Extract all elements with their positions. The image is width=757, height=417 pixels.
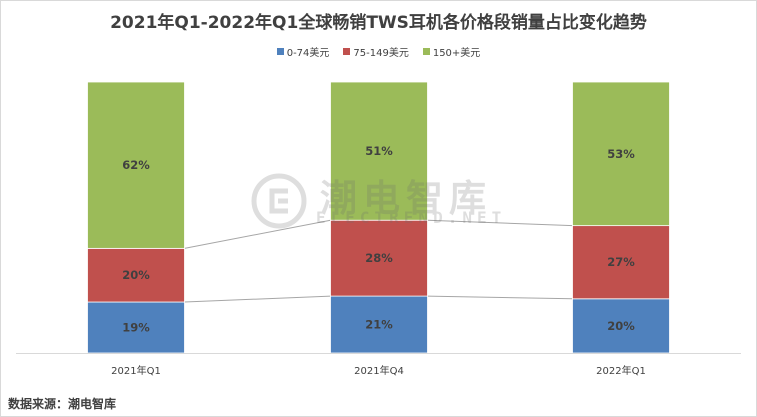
connector-line-0-0 [184, 295, 331, 303]
legend-item-2: 150+美元 [422, 44, 481, 59]
series-connector-lines [184, 219, 573, 303]
bar-1-1 [330, 219, 428, 297]
chart-title: 2021年Q1-2022年Q1全球畅销TWS耳机各价格段销量占比变化趋势 [110, 13, 647, 33]
x-tick-label-2: 2022年Q1 [596, 364, 646, 377]
bar-label-1-0: 21% [365, 318, 393, 332]
bar-2-2 [572, 81, 670, 227]
connector-line-1-1 [427, 219, 573, 227]
bar-2-1 [572, 225, 670, 300]
bar-label-2-1: 27% [607, 255, 635, 269]
bar-label-0-2: 62% [122, 158, 150, 172]
bar-label-1-2: 51% [365, 144, 393, 158]
connector-line-0-1 [184, 219, 331, 249]
legend-label-0: 0-74美元 [286, 48, 330, 59]
source-note: 数据来源：潮电智库 [8, 397, 117, 411]
bar-label-0-1: 20% [122, 268, 150, 282]
bar-label-2-0: 20% [607, 319, 635, 333]
connector-line-1-0 [427, 295, 573, 300]
legend-swatch-2 [422, 48, 430, 55]
legend-label-2: 150+美元 [432, 48, 481, 59]
legend-item-0: 0-74美元 [276, 44, 330, 59]
bar-label-1-1: 28% [365, 251, 393, 265]
legend-swatch-0 [276, 48, 284, 55]
x-tick-label-0: 2021年Q1 [111, 364, 161, 377]
legend-item-1: 75-149美元 [343, 44, 409, 59]
bar-label-0-0: 19% [122, 321, 150, 335]
legend: 0-74美元 75-149美元 150+美元 [0, 44, 757, 59]
bar-0-0 [87, 301, 185, 354]
x-tick-label-1: 2021年Q4 [354, 364, 404, 377]
bar-1-2 [330, 81, 428, 221]
legend-label-1: 75-149美元 [353, 48, 409, 59]
bar-0-1 [87, 247, 185, 303]
legend-swatch-1 [343, 48, 351, 55]
bar-0-2 [87, 81, 185, 249]
bar-label-2-2: 53% [607, 147, 635, 161]
